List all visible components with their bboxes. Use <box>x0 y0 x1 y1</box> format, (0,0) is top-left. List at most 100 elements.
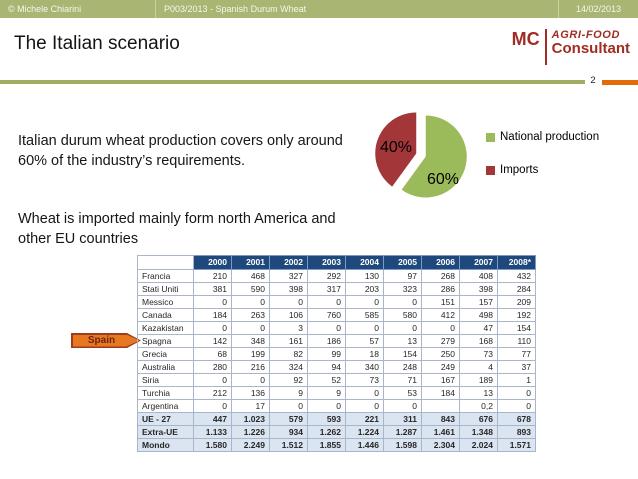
table-cell: 678 <box>497 412 536 426</box>
table-cell: 154 <box>383 347 422 361</box>
table-cell: 110 <box>497 334 536 348</box>
table-cell: 184 <box>421 386 460 400</box>
table-cell: 593 <box>307 412 346 426</box>
table-cell: 0,2 <box>459 399 498 413</box>
table-row-spagna: Spagna 142 348 161 186 57 13 279 168 110 <box>137 334 536 348</box>
table-cell: 1.512 <box>269 438 308 452</box>
table-cell: 1.461 <box>421 425 460 439</box>
table-row-francia: Francia 210 468 327 292 130 97 268 408 432 <box>137 269 536 283</box>
row-label: Siria <box>137 373 194 387</box>
table-cell: 579 <box>269 412 308 426</box>
table-cell: 348 <box>231 334 270 348</box>
copyright-text: © Michele Chiarini <box>8 4 82 14</box>
table-cell: 317 <box>307 282 346 296</box>
table-cell: 0 <box>345 386 384 400</box>
table-cell: 843 <box>421 412 460 426</box>
row-label: Australia <box>137 360 194 374</box>
table-cell: 590 <box>231 282 270 296</box>
table-cell: 0 <box>307 321 346 335</box>
table-cell: 52 <box>307 373 346 387</box>
table-cell: 154 <box>497 321 536 335</box>
table-column-header: 2000 <box>193 255 232 270</box>
pie-slice-national-production <box>401 115 467 198</box>
table-cell: 13 <box>383 334 422 348</box>
table-cell: 71 <box>383 373 422 387</box>
table-corner-cell <box>137 255 194 270</box>
table-cell <box>421 399 460 413</box>
table-cell: 0 <box>193 373 232 387</box>
table-cell: 250 <box>421 347 460 361</box>
spain-callout-arrow: Spain <box>71 333 141 348</box>
row-label: Kazakistan <box>137 321 194 335</box>
table-cell: 9 <box>269 386 308 400</box>
table-cell: 398 <box>459 282 498 296</box>
row-label: Francia <box>137 269 194 283</box>
table-cell: 0 <box>383 399 422 413</box>
table-cell: 585 <box>345 308 384 322</box>
table-cell: 2.249 <box>231 438 270 452</box>
table-cell: 47 <box>459 321 498 335</box>
table-cell: 184 <box>193 308 232 322</box>
table-cell: 1.598 <box>383 438 422 452</box>
table-cell: 0 <box>193 321 232 335</box>
table-cell: 279 <box>421 334 460 348</box>
table-cell: 99 <box>307 347 346 361</box>
table-cell: 412 <box>421 308 460 322</box>
table-cell: 381 <box>193 282 232 296</box>
row-label: Messico <box>137 295 194 309</box>
pie-label-imports: 40% <box>380 139 413 156</box>
table-row-turchia: Turchia 212 136 9 9 0 53 184 13 0 <box>137 386 536 400</box>
pie-slice-imports <box>375 112 417 187</box>
table-cell: 0 <box>497 399 536 413</box>
table-cell: 1.133 <box>193 425 232 439</box>
table-cell: 0 <box>345 321 384 335</box>
table-column-header: 2001 <box>231 255 270 270</box>
table-cell: 934 <box>269 425 308 439</box>
table-cell: 1.287 <box>383 425 422 439</box>
table-cell: 192 <box>497 308 536 322</box>
table-cell: 0 <box>383 321 422 335</box>
table-cell: 0 <box>231 321 270 335</box>
table-cell: 760 <box>307 308 346 322</box>
table-cell: 216 <box>231 360 270 374</box>
table-cell: 1.580 <box>193 438 232 452</box>
table-cell: 1.224 <box>345 425 384 439</box>
table-cell: 1.226 <box>231 425 270 439</box>
row-label: Mondo <box>137 438 194 452</box>
table-row-australia: Australia 280 216 324 94 340 248 249 4 37 <box>137 360 536 374</box>
table-cell: 82 <box>269 347 308 361</box>
table-cell: 323 <box>383 282 422 296</box>
table-cell: 97 <box>383 269 422 283</box>
table-cell: 0 <box>345 399 384 413</box>
legend-item-national: National production <box>486 130 599 144</box>
page-number: 2 <box>590 75 596 86</box>
company-logo: MC AGRI-FOOD Consultant <box>512 29 630 65</box>
table-cell: 0 <box>269 295 308 309</box>
row-label: Grecia <box>137 347 194 361</box>
table-row-siria: Siria 0 0 92 52 73 71 167 189 1 <box>137 373 536 387</box>
pie-chart <box>372 109 478 203</box>
table-cell: 142 <box>193 334 232 348</box>
table-cell: 37 <box>497 360 536 374</box>
table-row-kazakistan: Kazakistan 0 0 3 0 0 0 0 47 154 <box>137 321 536 335</box>
table-cell: 212 <box>193 386 232 400</box>
table-row-canada: Canada 184 263 106 760 585 580 412 498 192 <box>137 308 536 322</box>
table-row-extra-ue: Extra-UE 1.133 1.226 934 1.262 1.224 1.287 1.46… <box>137 425 536 439</box>
table-cell: 268 <box>421 269 460 283</box>
table-cell: 676 <box>459 412 498 426</box>
accent-rule-orange <box>602 80 638 85</box>
table-cell: 1.023 <box>231 412 270 426</box>
table-cell: 0 <box>307 399 346 413</box>
table-cell: 398 <box>269 282 308 296</box>
spain-arrow-fill: Spain <box>72 334 140 347</box>
table-column-header: 2002 <box>269 255 308 270</box>
table-cell: 53 <box>383 386 422 400</box>
row-label: Argentina <box>137 399 194 413</box>
table-cell: 248 <box>383 360 422 374</box>
row-label: Turchia <box>137 386 194 400</box>
table-cell: 1.262 <box>307 425 346 439</box>
chart-legend: National production Imports <box>486 130 599 196</box>
logo-initials: MC <box>511 29 540 49</box>
table-cell: 210 <box>193 269 232 283</box>
